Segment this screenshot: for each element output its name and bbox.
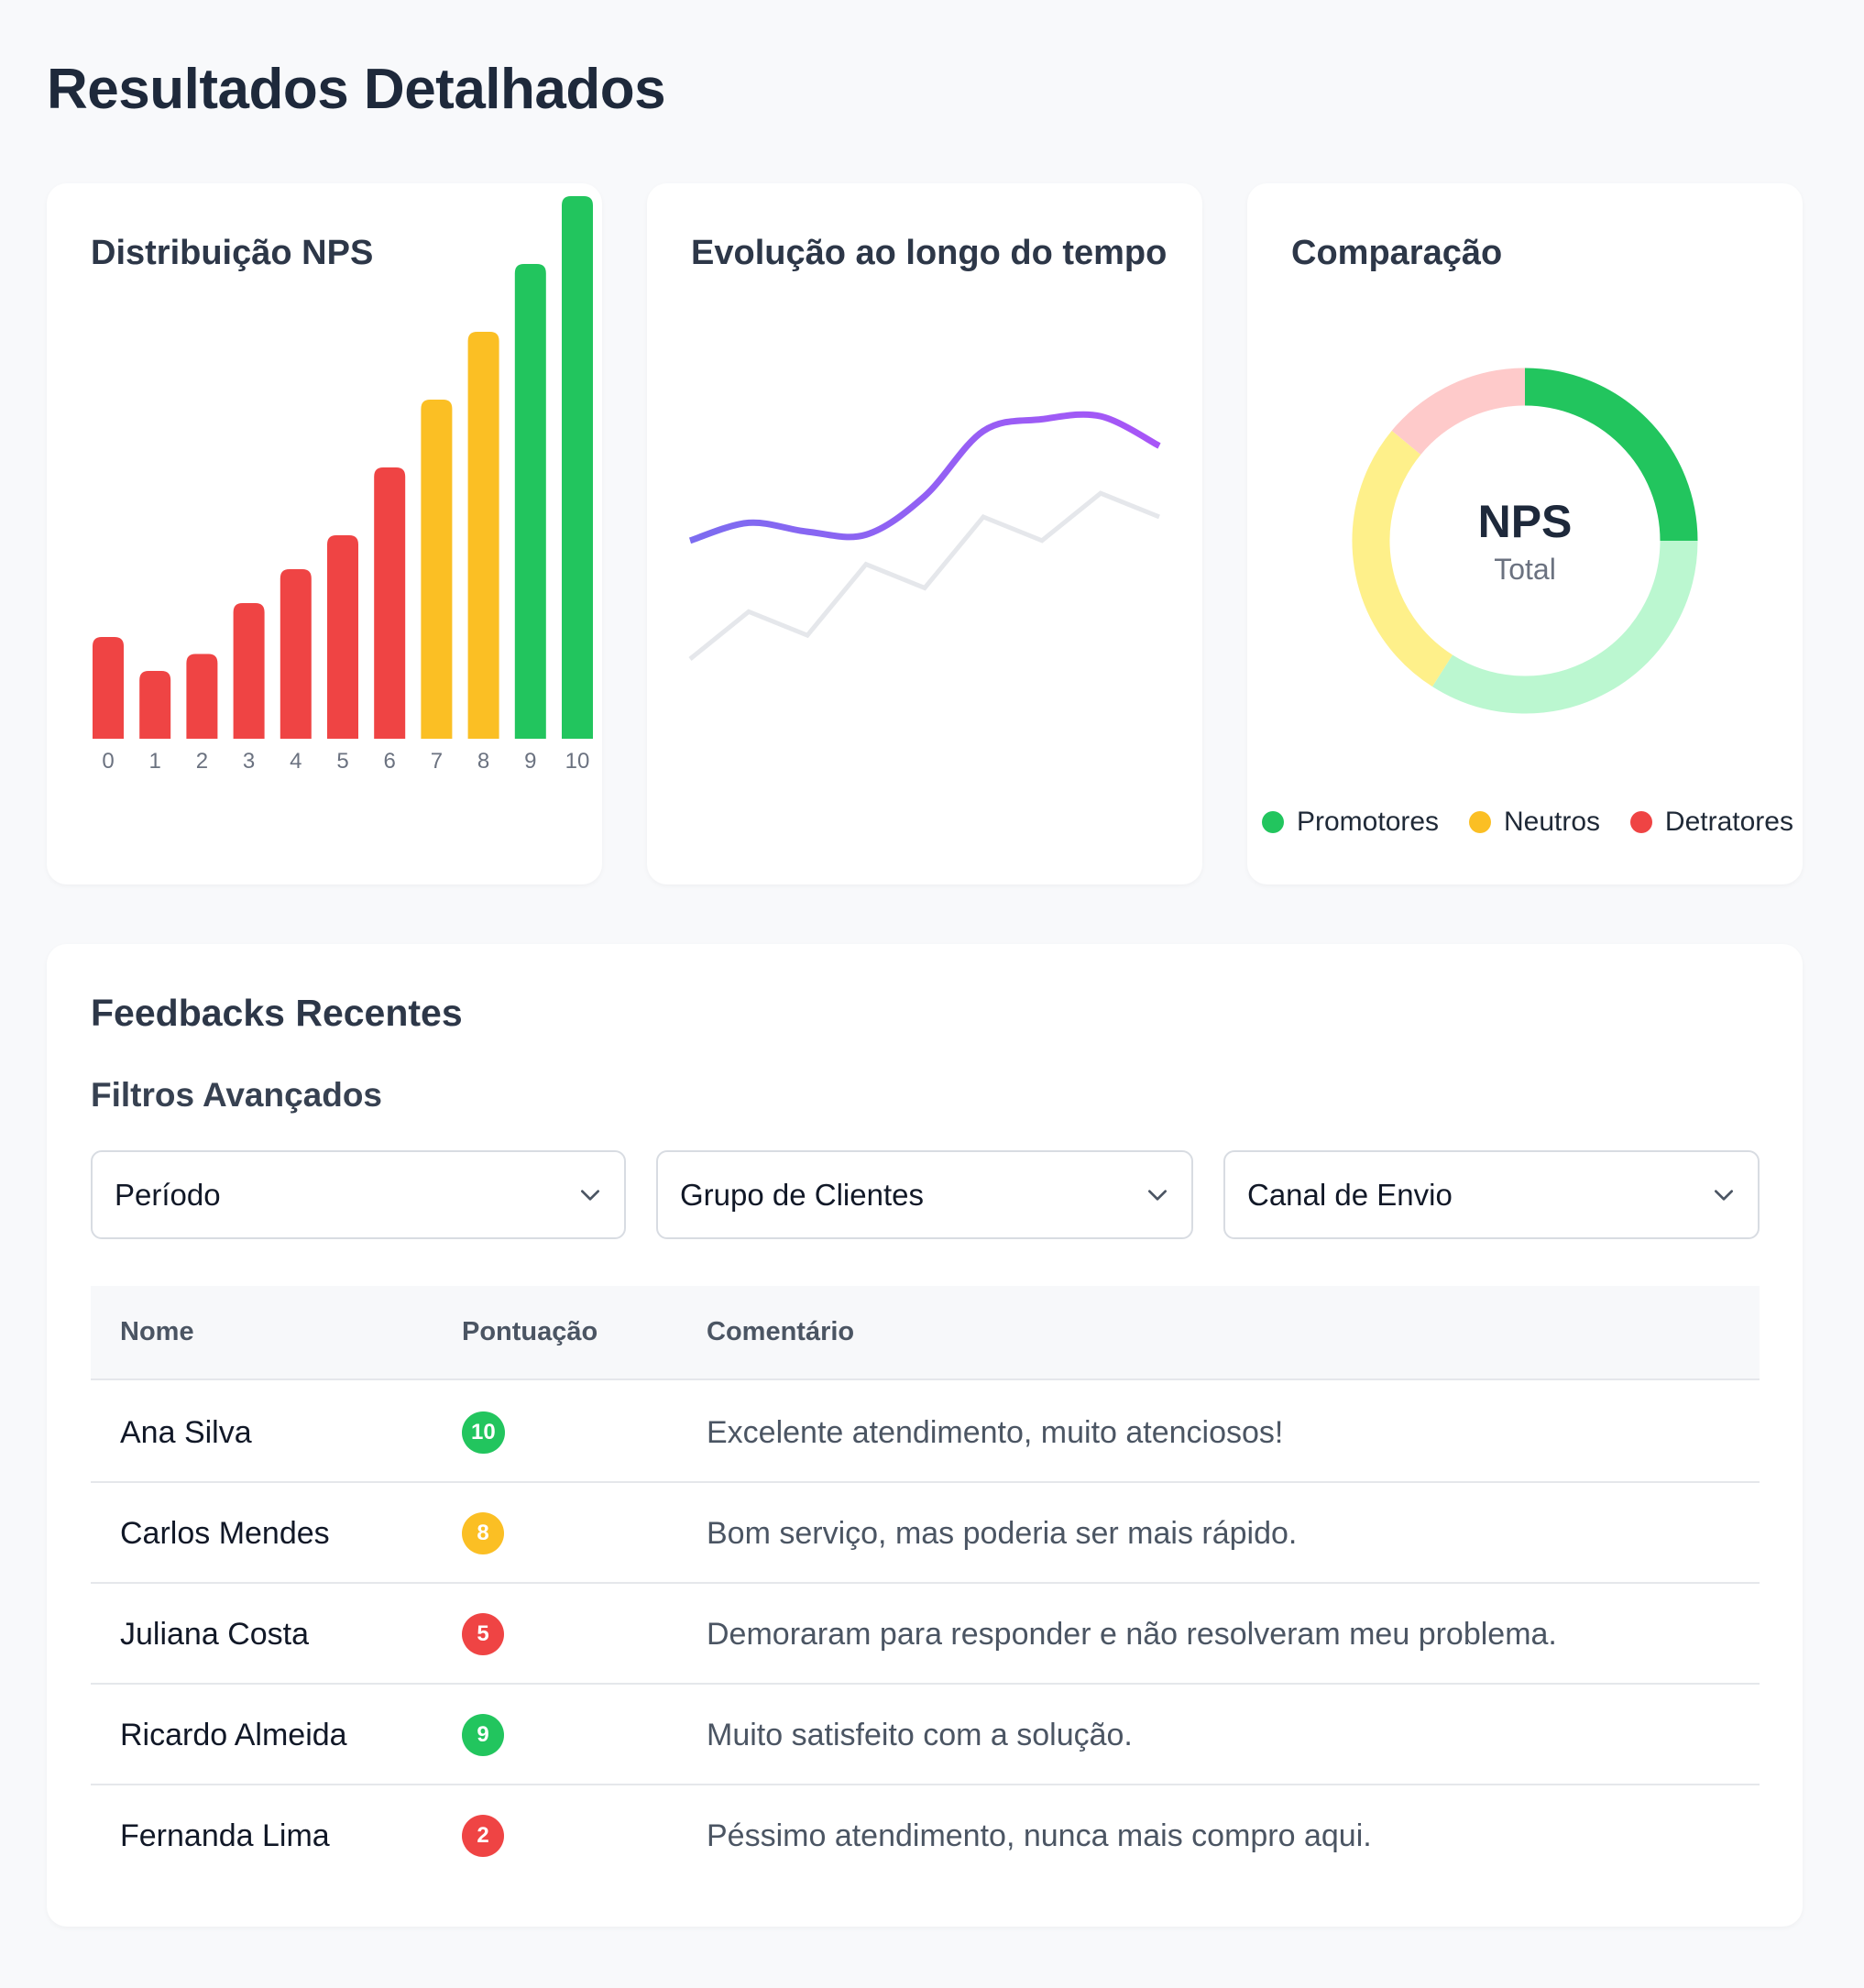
card-title: Comparação bbox=[1291, 234, 1503, 272]
card-title: Distribuição NPS bbox=[91, 234, 374, 272]
donut-slice-2 bbox=[1352, 430, 1453, 687]
bar-3 bbox=[233, 603, 265, 739]
donut-slice-1 bbox=[1432, 540, 1698, 714]
bar-8 bbox=[467, 332, 499, 739]
select-value: Grupo de Clientes bbox=[680, 1177, 924, 1212]
cell-comment: Excelente atendimento, muito atenciosos! bbox=[707, 1415, 1284, 1450]
cell-name: Fernanda Lima bbox=[120, 1818, 330, 1853]
cell-name: Juliana Costa bbox=[120, 1617, 310, 1652]
x-tick-label: 5 bbox=[336, 749, 348, 774]
bar-9 bbox=[514, 264, 546, 739]
bar-6 bbox=[374, 467, 406, 739]
legend-label: Neutros bbox=[1503, 807, 1601, 837]
cell-comment: Bom serviço, mas poderia ser mais rápido… bbox=[707, 1516, 1298, 1551]
cell-comment: Demoraram para responder e não resolvera… bbox=[707, 1617, 1557, 1652]
legend-label: Detratores bbox=[1664, 807, 1793, 837]
cell-name: Ana Silva bbox=[120, 1415, 252, 1450]
x-tick-label: 1 bbox=[149, 749, 161, 774]
chart-legend: Promotores Neutros Detratores bbox=[1262, 807, 1793, 838]
series-line-primary bbox=[688, 411, 1161, 544]
card-title: Evolução ao longo do tempo bbox=[691, 234, 1168, 272]
bar-0 bbox=[93, 637, 124, 739]
donut-chart bbox=[1352, 368, 1698, 714]
nps-distribution-card: Distribuição NPS 0 1 2 3 4 5 6 7 8 9 10 bbox=[47, 183, 602, 884]
legend-item-detratores: Detratores bbox=[1629, 807, 1793, 838]
line-chart bbox=[688, 411, 1161, 661]
x-tick-label: 9 bbox=[524, 749, 536, 774]
cell-name: Carlos Mendes bbox=[120, 1516, 330, 1551]
table-row: Ana Silva 10 Excelente atendimento, muit… bbox=[91, 1382, 1760, 1483]
legend-label: Promotores bbox=[1297, 807, 1440, 837]
bar-chart: 0 1 2 3 4 5 6 7 8 9 10 bbox=[93, 196, 593, 774]
score-badge: 2 bbox=[462, 1815, 504, 1857]
column-header-comentario: Comentário bbox=[707, 1317, 855, 1346]
x-tick-label: 8 bbox=[477, 749, 489, 774]
series-line-secondary bbox=[688, 490, 1160, 661]
cell-comment: Muito satisfeito com a solução. bbox=[707, 1718, 1133, 1752]
chevron-down-icon bbox=[1714, 1189, 1734, 1201]
chevron-down-icon bbox=[1147, 1189, 1168, 1201]
column-header-nome: Nome bbox=[120, 1317, 194, 1346]
score-badge: 9 bbox=[462, 1714, 504, 1756]
x-tick-label: 0 bbox=[102, 749, 114, 774]
chevron-down-icon bbox=[580, 1189, 600, 1201]
legend-item-promotores: Promotores bbox=[1262, 807, 1439, 838]
table-row: Fernanda Lima 2 Péssimo atendimento, nun… bbox=[91, 1785, 1760, 1886]
x-tick-label: 3 bbox=[243, 749, 255, 774]
score-badge: 10 bbox=[462, 1411, 505, 1454]
bar-7 bbox=[421, 400, 453, 739]
score-badge: 8 bbox=[462, 1512, 504, 1554]
donut-center-title: NPS bbox=[1477, 496, 1573, 547]
comparison-card: Comparação NPS Total Promotores Neutros … bbox=[1247, 183, 1803, 884]
select-value: Canal de Envio bbox=[1247, 1177, 1453, 1212]
bar-1 bbox=[139, 671, 171, 739]
table-header: Nome Pontuação Comentário bbox=[91, 1286, 1760, 1380]
page-title: Resultados Detalhados bbox=[47, 58, 666, 121]
legend-dot bbox=[1629, 811, 1652, 833]
table-row: Juliana Costa 5 Demoraram para responder… bbox=[91, 1584, 1760, 1685]
x-tick-label: 10 bbox=[565, 749, 590, 774]
donut-slice-0 bbox=[1524, 368, 1698, 542]
legend-dot bbox=[1468, 811, 1491, 833]
section-title: Feedbacks Recentes bbox=[91, 992, 463, 1034]
filters-title: Filtros Avançados bbox=[91, 1076, 383, 1114]
send-channel-select[interactable]: Canal de Envio bbox=[1223, 1150, 1760, 1239]
donut-center-subtitle: Total bbox=[1494, 553, 1556, 586]
x-tick-label: 7 bbox=[431, 749, 443, 774]
evolution-card: Evolução ao longo do tempo bbox=[647, 183, 1202, 884]
feedbacks-card: Feedbacks Recentes Filtros Avançados Per… bbox=[47, 944, 1803, 1927]
client-group-select[interactable]: Grupo de Clientes bbox=[656, 1150, 1193, 1239]
column-header-pontuacao: Pontuação bbox=[462, 1317, 598, 1346]
x-tick-label: 2 bbox=[196, 749, 208, 774]
cell-name: Ricardo Almeida bbox=[120, 1718, 347, 1752]
bar-5 bbox=[327, 535, 358, 739]
x-tick-label: 6 bbox=[384, 749, 396, 774]
legend-item-neutros: Neutros bbox=[1468, 807, 1601, 838]
period-select[interactable]: Período bbox=[91, 1150, 626, 1239]
score-badge: 5 bbox=[462, 1613, 504, 1655]
select-value: Período bbox=[115, 1177, 221, 1212]
table-row: Ricardo Almeida 9 Muito satisfeito com a… bbox=[91, 1685, 1760, 1785]
legend-dot bbox=[1262, 811, 1284, 833]
table-row: Carlos Mendes 8 Bom serviço, mas poderia… bbox=[91, 1483, 1760, 1584]
bar-4 bbox=[280, 569, 312, 739]
bar-2 bbox=[186, 654, 218, 739]
x-tick-label: 4 bbox=[290, 749, 302, 774]
donut-slice-3 bbox=[1391, 368, 1526, 456]
cell-comment: Péssimo atendimento, nunca mais compro a… bbox=[707, 1818, 1372, 1853]
bar-10 bbox=[562, 196, 593, 739]
